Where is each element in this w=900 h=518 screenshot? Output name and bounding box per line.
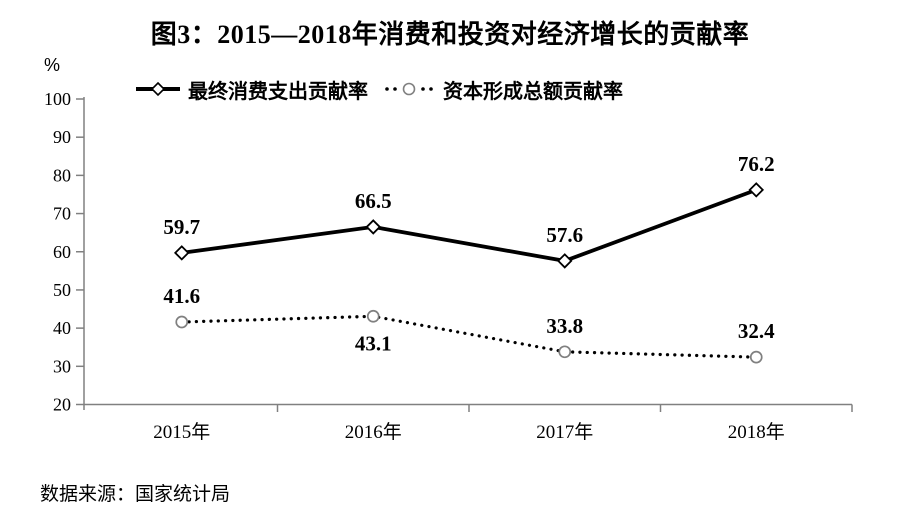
data-label: 66.5 bbox=[355, 189, 392, 213]
chart-title: 图3：2015—2018年消费和投资对经济增长的贡献率 bbox=[150, 20, 750, 49]
solid-line-diamond-marker-icon bbox=[136, 81, 180, 97]
data-point-diamond bbox=[365, 219, 382, 235]
series-line-dotted bbox=[180, 314, 758, 359]
y-tick-label: 30 bbox=[53, 356, 71, 376]
data-point-circle bbox=[749, 350, 763, 364]
data-label: 59.7 bbox=[163, 215, 200, 239]
y-tick-label: 80 bbox=[53, 165, 71, 185]
data-point-diamond bbox=[748, 182, 765, 198]
y-tick-label: 60 bbox=[53, 242, 71, 262]
y-tick-label: 70 bbox=[53, 204, 71, 224]
y-tick-label: 50 bbox=[53, 280, 71, 300]
x-category-label: 2015年 bbox=[153, 421, 210, 443]
data-point-circle bbox=[366, 309, 380, 323]
data-label: 57.6 bbox=[546, 223, 583, 247]
legend-item-consumption: 最终消费支出贡献率 bbox=[136, 78, 368, 103]
y-tick-label: 40 bbox=[53, 318, 71, 338]
x-category-label: 2017年 bbox=[536, 421, 593, 443]
data-label: 76.2 bbox=[738, 152, 775, 176]
source-note: 数据来源：国家统计局 bbox=[40, 484, 231, 505]
series-line-solid bbox=[181, 188, 757, 263]
data-label: 32.4 bbox=[738, 319, 775, 343]
y-tick-label: 100 bbox=[44, 89, 71, 109]
y-tick-label: 20 bbox=[53, 395, 71, 415]
x-category-label: 2016年 bbox=[345, 421, 402, 443]
data-label: 43.1 bbox=[355, 331, 392, 355]
data-point-circle bbox=[558, 345, 572, 359]
legend-label-consumption: 最终消费支出贡献率 bbox=[188, 80, 368, 103]
y-axis-unit-label: % bbox=[44, 55, 61, 75]
legend-label-capital: 资本形成总额贡献率 bbox=[443, 80, 623, 103]
x-category-label: 2018年 bbox=[728, 421, 785, 443]
data-point-diamond bbox=[173, 245, 190, 261]
data-point-diamond bbox=[556, 253, 573, 269]
data-point-circle bbox=[175, 315, 189, 329]
dotted-line-circle-marker-icon bbox=[385, 82, 433, 96]
legend-item-capital: 资本形成总额贡献率 bbox=[383, 78, 623, 103]
data-label: 33.8 bbox=[546, 314, 583, 338]
data-label: 41.6 bbox=[163, 284, 200, 308]
y-tick-label: 90 bbox=[53, 127, 71, 147]
